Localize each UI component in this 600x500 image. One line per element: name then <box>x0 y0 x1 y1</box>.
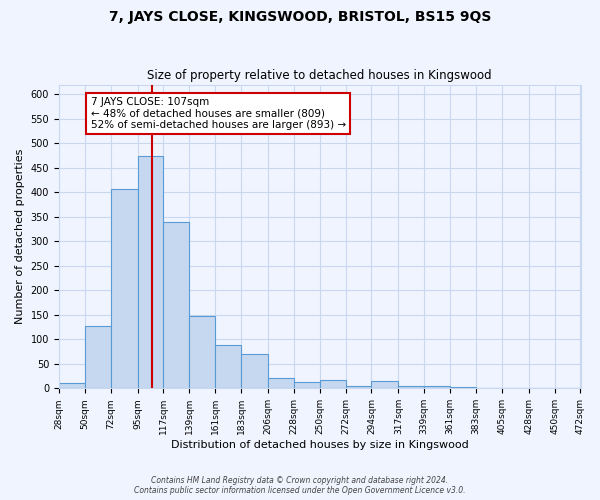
Title: Size of property relative to detached houses in Kingswood: Size of property relative to detached ho… <box>148 69 492 82</box>
Bar <box>241 354 268 388</box>
Bar <box>320 380 346 388</box>
X-axis label: Distribution of detached houses by size in Kingswood: Distribution of detached houses by size … <box>171 440 469 450</box>
Bar <box>110 189 137 388</box>
Bar <box>346 386 371 388</box>
Bar <box>190 316 215 388</box>
Y-axis label: Number of detached properties: Number of detached properties <box>15 149 25 324</box>
Bar <box>137 156 163 388</box>
Text: Contains HM Land Registry data © Crown copyright and database right 2024.
Contai: Contains HM Land Registry data © Crown c… <box>134 476 466 495</box>
Bar <box>163 222 190 388</box>
Bar <box>215 345 241 389</box>
Bar <box>59 384 85 388</box>
Text: 7, JAYS CLOSE, KINGSWOOD, BRISTOL, BS15 9QS: 7, JAYS CLOSE, KINGSWOOD, BRISTOL, BS15 … <box>109 10 491 24</box>
Bar <box>268 378 294 388</box>
Bar <box>371 382 398 388</box>
Bar <box>398 386 424 388</box>
Bar <box>424 386 450 388</box>
Text: 7 JAYS CLOSE: 107sqm
← 48% of detached houses are smaller (809)
52% of semi-deta: 7 JAYS CLOSE: 107sqm ← 48% of detached h… <box>91 97 346 130</box>
Bar <box>294 382 320 388</box>
Bar <box>85 326 110 388</box>
